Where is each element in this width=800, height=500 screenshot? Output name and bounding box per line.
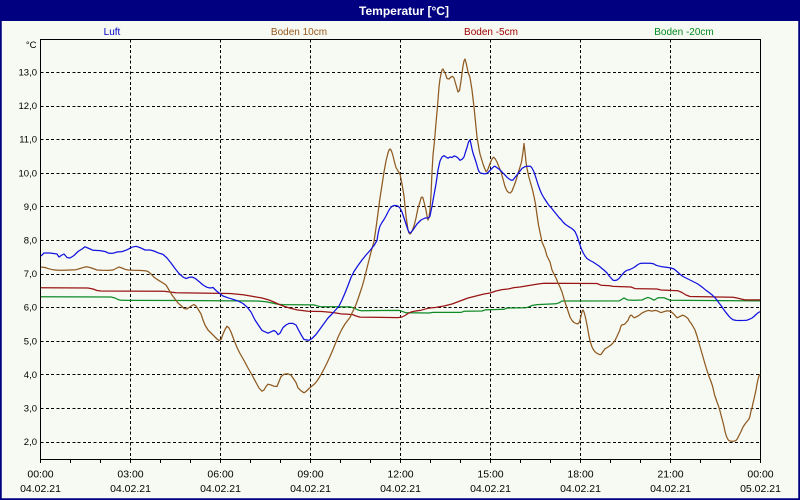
svg-text:5,0: 5,0	[24, 336, 37, 347]
svg-text:Temperatur [°C]: Temperatur [°C]	[359, 4, 449, 18]
svg-text:8,0: 8,0	[24, 236, 37, 247]
svg-text:05.02.21: 05.02.21	[740, 483, 781, 495]
svg-text:04.02.21: 04.02.21	[290, 483, 331, 495]
svg-text:11,0: 11,0	[19, 135, 37, 146]
svg-text:10,0: 10,0	[19, 168, 38, 179]
svg-text:04.02.21: 04.02.21	[560, 483, 601, 495]
svg-text:21:00: 21:00	[657, 469, 683, 481]
svg-text:6,0: 6,0	[24, 303, 37, 314]
svg-text:04.02.21: 04.02.21	[650, 483, 691, 495]
svg-text:Boden -20cm: Boden -20cm	[654, 27, 713, 38]
svg-text:Boden 10cm: Boden 10cm	[271, 27, 327, 38]
svg-text:°C: °C	[26, 40, 37, 51]
svg-text:04.02.21: 04.02.21	[470, 483, 511, 495]
svg-text:06:00: 06:00	[207, 469, 233, 481]
svg-text:04.02.21: 04.02.21	[380, 483, 421, 495]
svg-text:2,0: 2,0	[24, 437, 37, 448]
svg-text:00:00: 00:00	[747, 469, 773, 481]
svg-text:12:00: 12:00	[387, 469, 413, 481]
svg-text:18:00: 18:00	[567, 469, 593, 481]
svg-text:04.02.21: 04.02.21	[200, 483, 241, 495]
svg-text:4,0: 4,0	[24, 370, 37, 381]
svg-text:04.02.21: 04.02.21	[110, 483, 151, 495]
svg-text:00:00: 00:00	[27, 469, 53, 481]
svg-text:15:00: 15:00	[477, 469, 503, 481]
svg-text:3,0: 3,0	[24, 404, 37, 415]
svg-text:12,0: 12,0	[19, 101, 38, 112]
svg-text:03:00: 03:00	[117, 469, 143, 481]
svg-text:7,0: 7,0	[24, 269, 37, 280]
svg-text:04.02.21: 04.02.21	[20, 483, 61, 495]
svg-text:13,0: 13,0	[19, 68, 38, 79]
svg-text:09:00: 09:00	[297, 469, 323, 481]
svg-text:Boden -5cm: Boden -5cm	[464, 27, 518, 38]
svg-text:9,0: 9,0	[24, 202, 37, 213]
svg-text:Luft: Luft	[104, 27, 121, 38]
